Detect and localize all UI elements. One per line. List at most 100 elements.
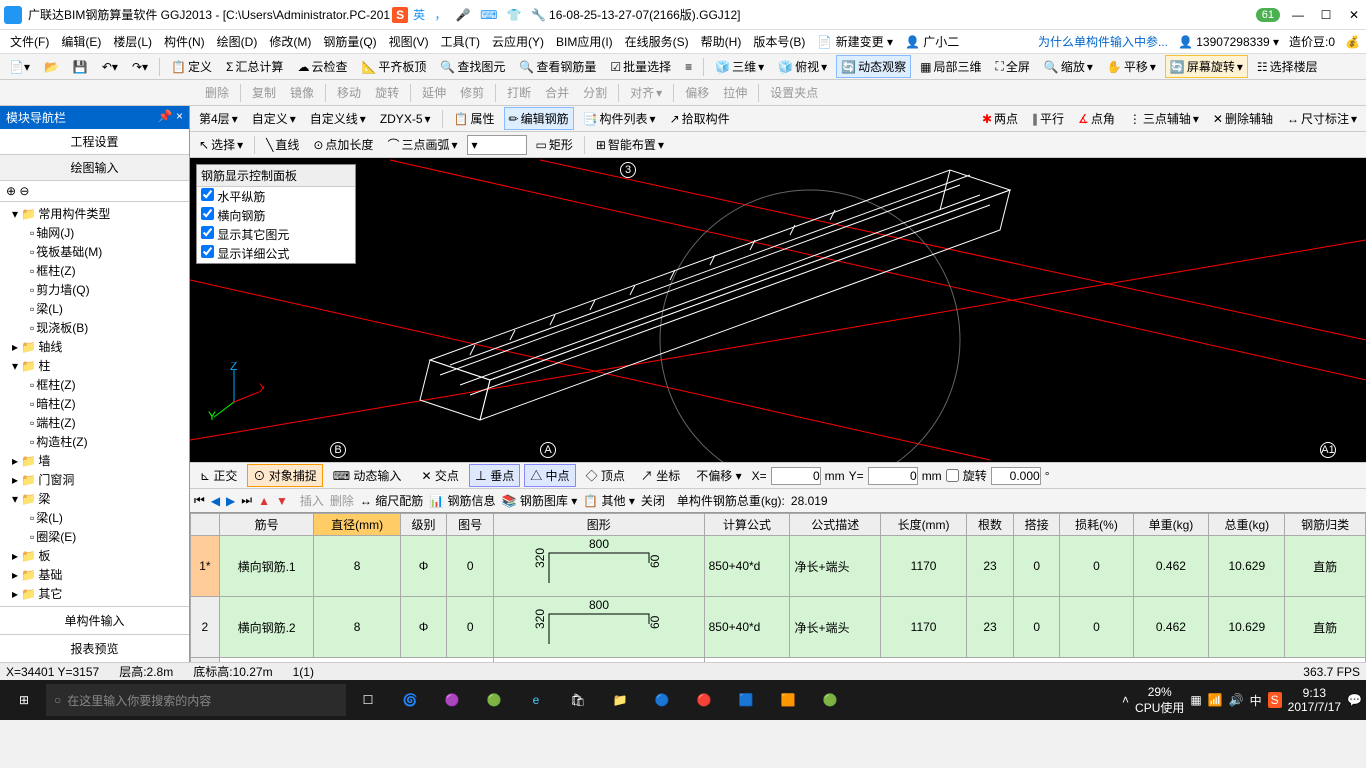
- select-tool[interactable]: ↖ 选择 ▾: [194, 133, 248, 156]
- expand-icon[interactable]: ⊕: [6, 184, 16, 198]
- app-icon-2[interactable]: 🟣: [432, 680, 472, 720]
- twopt-button[interactable]: ✱ 两点: [977, 107, 1023, 130]
- tree-item[interactable]: ▫ 轴网(J): [0, 223, 189, 242]
- phone-label[interactable]: 👤 13907298339 ▾: [1178, 35, 1279, 49]
- collapse-icon[interactable]: ⊖: [19, 184, 29, 198]
- user-label[interactable]: 👤 广小二: [901, 31, 963, 52]
- tab-project-settings[interactable]: 工程设置: [0, 129, 189, 155]
- tab-draw-input[interactable]: 绘图输入: [0, 155, 189, 181]
- floor-select[interactable]: 第4层 ▾: [194, 107, 243, 130]
- taskbar-search[interactable]: ○ 在这里输入你要搜索的内容: [46, 684, 346, 716]
- delete-row-button[interactable]: 删除: [330, 492, 354, 509]
- stretch-button[interactable]: 拉伸: [718, 81, 752, 104]
- rotate-check[interactable]: [946, 469, 959, 482]
- nav-next-icon[interactable]: ▶: [226, 494, 235, 508]
- menu-rebar[interactable]: 钢筋量(Q): [319, 31, 380, 52]
- tree-item[interactable]: ▫ 圈梁(E): [0, 527, 189, 546]
- dyn-view-button[interactable]: 🔄 动态观察: [836, 55, 911, 78]
- dyninput-toggle[interactable]: ⌨ 动态输入: [327, 464, 408, 487]
- menu-version[interactable]: 版本号(B): [749, 31, 809, 52]
- panel-item-1[interactable]: 横向钢筋: [197, 206, 355, 225]
- ptangle-button[interactable]: ∡ 点角: [1073, 107, 1120, 130]
- menu-help[interactable]: 帮助(H): [697, 31, 746, 52]
- volume-icon[interactable]: 🔊: [1229, 693, 1244, 707]
- new-button[interactable]: 📄▾: [4, 57, 35, 77]
- redo-button[interactable]: ↷▾: [127, 57, 153, 77]
- tree-item[interactable]: ▫ 框柱(Z): [0, 375, 189, 394]
- x-input[interactable]: [771, 467, 821, 485]
- menu-view[interactable]: 视图(V): [385, 31, 433, 52]
- app-icon-7[interactable]: 🟧: [768, 680, 808, 720]
- rect-tool[interactable]: ▭ 矩形: [531, 133, 578, 156]
- app-icon-8[interactable]: 🟢: [810, 680, 850, 720]
- menu-online[interactable]: 在线服务(S): [621, 31, 693, 52]
- combo-tool[interactable]: ▾: [467, 135, 527, 155]
- store-icon[interactable]: 🛍: [558, 680, 598, 720]
- apex-toggle[interactable]: ◇ 顶点: [580, 464, 631, 487]
- find-rebar-button[interactable]: 🔍 查看钢筋量: [514, 55, 601, 78]
- report-preview-button[interactable]: 报表预览: [0, 634, 189, 662]
- attr-button[interactable]: 📋 属性: [449, 107, 500, 130]
- batch-button[interactable]: ☑ 批量选择: [605, 55, 676, 78]
- line-tool[interactable]: ╲ 直线: [261, 133, 304, 156]
- rebar-info-button[interactable]: 📊 钢筋信息: [429, 492, 495, 509]
- coin-label[interactable]: 造价豆:0: [1289, 33, 1335, 50]
- tree-item[interactable]: ▾ 📁 常用构件类型: [0, 204, 189, 223]
- hint-link[interactable]: 为什么单构件输入中参...: [1038, 33, 1168, 50]
- notification-badge[interactable]: 61: [1256, 8, 1280, 22]
- menu-modify[interactable]: 修改(M): [265, 31, 315, 52]
- ptlen-tool[interactable]: ⊙ 点加长度: [308, 133, 378, 156]
- align-button[interactable]: 对齐 ▾: [625, 81, 667, 104]
- perp-toggle[interactable]: ⊥ 垂点: [469, 464, 520, 487]
- ime-tray[interactable]: 中: [1250, 692, 1262, 709]
- undo-button[interactable]: ↶▾: [97, 57, 123, 77]
- ime-punct-icon[interactable]: ，: [434, 8, 446, 22]
- ortho-button[interactable]: 🧊 俯视 ▾: [773, 55, 832, 78]
- close-button[interactable]: ✕: [1346, 8, 1362, 22]
- panel-item-2[interactable]: 显示其它图元: [197, 225, 355, 244]
- sidebar-pin-icon[interactable]: 📌 ×: [158, 109, 183, 126]
- tree-item[interactable]: ▸ 📁 板: [0, 546, 189, 565]
- tree-item[interactable]: ▫ 梁(L): [0, 299, 189, 318]
- tree-item[interactable]: ▾ 📁 柱: [0, 356, 189, 375]
- ime-keyboard-icon[interactable]: ⌨: [480, 8, 497, 22]
- local3d-button[interactable]: ▦ 局部三维: [915, 55, 986, 78]
- tree-item[interactable]: ▫ 梁(L): [0, 508, 189, 527]
- menu-floor[interactable]: 楼层(L): [109, 31, 156, 52]
- app-icon-3[interactable]: 🟢: [474, 680, 514, 720]
- nav-first-icon[interactable]: ⏮: [194, 493, 205, 508]
- sum-button[interactable]: Σ 汇总计算: [221, 55, 288, 78]
- rebar-grid[interactable]: 筋号直径(mm)级别图号图形计算公式公式描述长度(mm)根数搭接损耗(%)单重(…: [190, 512, 1366, 662]
- delaux-button[interactable]: ✕ 删除辅轴: [1208, 107, 1278, 130]
- sogou-tray-icon[interactable]: S: [1268, 692, 1282, 708]
- clock[interactable]: 9:132017/7/17: [1288, 686, 1341, 714]
- dim-button[interactable]: ↔ 尺寸标注 ▾: [1282, 107, 1362, 130]
- nav-down-icon[interactable]: ▼: [276, 494, 288, 508]
- select-floor-button[interactable]: ☷ 选择楼层: [1252, 55, 1323, 78]
- extend-button[interactable]: 延伸: [417, 81, 451, 104]
- break-button[interactable]: 打断: [502, 81, 536, 104]
- ime-user-icon[interactable]: 👕: [507, 8, 522, 22]
- gpu-icon[interactable]: ▦: [1190, 693, 1201, 707]
- tree-item[interactable]: ▫ 筏板基础(M): [0, 242, 189, 261]
- tree-item[interactable]: ▫ 框柱(Z): [0, 261, 189, 280]
- tree-item[interactable]: ▸ 📁 墙: [0, 451, 189, 470]
- nav-prev-icon[interactable]: ◀: [211, 494, 220, 508]
- close-grid-button[interactable]: 关闭: [641, 492, 665, 509]
- trim-button[interactable]: 修剪: [455, 81, 489, 104]
- ime-badge[interactable]: S: [392, 7, 408, 23]
- coord-toggle[interactable]: ↗ 坐标: [635, 464, 686, 487]
- tree-item[interactable]: ▸ 📁 轴线: [0, 337, 189, 356]
- smart-tool[interactable]: ⊞ 智能布置 ▾: [591, 133, 669, 156]
- pan-button[interactable]: ✋ 平移 ▾: [1102, 55, 1161, 78]
- panel-item-0[interactable]: 水平纵筋: [197, 187, 355, 206]
- arc3-tool[interactable]: ⌒ 三点画弧 ▾: [382, 133, 462, 156]
- app-icon-6[interactable]: 🟦: [726, 680, 766, 720]
- ime-tool-icon[interactable]: 🔧: [531, 8, 546, 22]
- maximize-button[interactable]: ☐: [1318, 8, 1334, 22]
- inter-toggle[interactable]: ✕ 交点: [415, 464, 464, 487]
- tree-item[interactable]: ▸ 📁 基础: [0, 565, 189, 584]
- tree-item[interactable]: ▸ 📁 其它: [0, 584, 189, 603]
- screen-rotate-button[interactable]: 🔄 屏幕旋转 ▾: [1165, 55, 1248, 78]
- custom-select[interactable]: 自定义 ▾: [247, 107, 301, 130]
